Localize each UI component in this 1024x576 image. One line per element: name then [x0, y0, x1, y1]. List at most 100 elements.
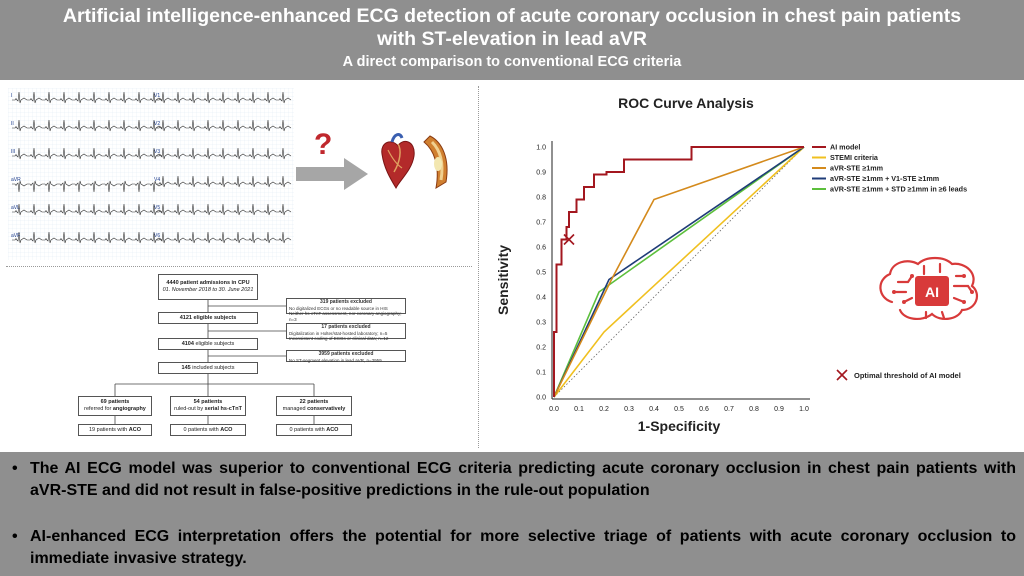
ecg-trace-right — [156, 203, 292, 216]
x-tick-label: 0.4 — [649, 406, 659, 413]
x-tick-label: 0.5 — [674, 406, 684, 413]
flow-branch-conservative: 22 patients managed conservatively — [276, 396, 352, 416]
y-tick-label: 0.1 — [536, 370, 546, 377]
conclusion-text-2: AI-enhanced ECG interpretation offers th… — [30, 528, 1016, 567]
flow-branch-hs-ctnt: 54 patients ruled-out by serial hs-cTnT — [170, 396, 246, 416]
result2-num: 0 patients with — [289, 426, 325, 433]
conclusion-bullet-1: • The AI ECG model was superior to conve… — [12, 458, 1016, 502]
ecg-trace-left — [12, 231, 163, 244]
ecg-trace-left — [12, 91, 163, 104]
excl1-line2: Neither hs-cTnT assessment, nor coronary… — [289, 311, 402, 322]
flow-box-eligible-2: 4104 eligible subjects — [158, 338, 258, 350]
roc-series-line-2 — [553, 146, 805, 398]
ecg-lead-label: V3 — [154, 149, 160, 155]
flow-box-admissions: 4440 patient admissions in CPU 01. Novem… — [158, 274, 258, 300]
ecg-trace-left — [12, 203, 163, 216]
y-axis-label: Sensitivity — [495, 245, 511, 315]
flow-result-angiography: 19 patients with ACO — [78, 424, 152, 436]
ecg-lead-label: aVR — [11, 177, 21, 183]
ecg-trace-right — [156, 175, 292, 188]
roc-series-line-3 — [553, 146, 805, 398]
y-tick-label: 0.4 — [536, 295, 546, 302]
vertical-divider — [478, 86, 479, 448]
x-tick-label: 0.6 — [699, 406, 709, 413]
ecg-trace-left — [12, 180, 163, 193]
branch1-emph: serial hs-cTnT — [204, 406, 242, 412]
ecg-lead-label: V1 — [154, 93, 160, 99]
branch1-line1: 54 patients — [193, 399, 223, 405]
x-tick-label: 0.8 — [749, 406, 759, 413]
ecg-trace-left — [12, 119, 163, 132]
title-line-2: with ST-elevation in lead aVR — [377, 28, 647, 50]
branch1-line2: ruled-out by — [174, 406, 204, 412]
chart-title: ROC Curve Analysis — [618, 95, 754, 111]
x-tick-label: 0.3 — [624, 406, 634, 413]
excl1-line1: No digitalized ECGs or no readable sourc… — [289, 305, 388, 311]
flow-exclusion-1: 319 patients excluded No digitalized ECG… — [286, 298, 406, 322]
elig2-label: eligible subjects — [195, 340, 235, 347]
excl3-line1: No ST-segment elevation in lead aVR, n=3… — [289, 357, 382, 363]
elig1-num: 4121 — [179, 314, 192, 321]
x-tick-label: 1.0 — [799, 406, 809, 413]
elig1-label: eligible subjects — [193, 314, 237, 321]
title-line-1: Artificial intelligence-enhanced ECG det… — [62, 5, 962, 27]
bullet-dot-2: • — [12, 528, 18, 545]
branch0-line2: referred for — [84, 406, 112, 412]
ecg-trace-left — [12, 147, 163, 160]
ecg-trace-right — [156, 91, 292, 104]
y-tick-label: 0.6 — [536, 245, 546, 252]
y-tick-label: 0.3 — [536, 320, 546, 327]
ecg-lead-label: V6 — [154, 233, 160, 239]
ecg-lead-label: I — [11, 93, 12, 99]
ecg-trace-right — [156, 119, 292, 132]
ecg-trace-right — [156, 231, 292, 244]
flowchart-connectors — [114, 300, 315, 424]
y-tick-label: 0.7 — [536, 220, 546, 227]
conclusion-bullet-2: • AI-enhanced ECG interpretation offers … — [12, 526, 1016, 570]
heart-artery-icon — [381, 133, 448, 190]
ecg-lead-label: III — [11, 149, 15, 155]
y-tick-label: 0.9 — [536, 170, 546, 177]
flow-admissions-title: 4440 patient admissions in CPU — [166, 280, 250, 286]
patient-flowchart: 4440 patient admissions in CPU 01. Novem… — [78, 274, 423, 438]
x-tick-label: 0.9 — [774, 406, 784, 413]
ecg-lead-label: V2 — [154, 121, 160, 127]
ai-logo-text: AI — [925, 284, 939, 300]
roc-series-line-1 — [553, 146, 804, 397]
conclusion-banner — [0, 452, 1024, 576]
x-tick-label: 0.2 — [599, 406, 609, 413]
x-tick-label: 0.0 — [549, 406, 559, 413]
roc-series-line-5 — [553, 146, 805, 398]
ecg-trace-right — [156, 147, 292, 160]
branch2-line2: managed — [282, 406, 306, 412]
threshold-legend-icon — [836, 369, 848, 381]
excl2-title: 17 patients excluded — [321, 324, 371, 330]
legend-label: AI model — [830, 143, 860, 152]
branch0-emph: angiography — [112, 406, 146, 412]
excl2-line2: Inconsistent coding of ECGs or clinical … — [289, 336, 389, 341]
ecg-lead-label: V5 — [154, 205, 160, 211]
flow-branch-angiography: 69 patients referred for angiography — [78, 396, 152, 416]
elig2-num: 4104 — [181, 340, 194, 347]
header-banner: Artificial intelligence-enhanced ECG det… — [0, 0, 1024, 80]
roc-chart: ROC Curve Analysis Sensitivity 1-Specifi… — [495, 95, 967, 434]
x-tick-label: 0.7 — [724, 406, 734, 413]
incl-num: 145 — [181, 364, 191, 371]
flow-box-included: 145 included subjects — [158, 362, 258, 374]
excl1-title: 319 patients excluded — [320, 299, 372, 305]
x-axis-label: 1-Specificity — [638, 418, 721, 434]
y-tick-label: 0.0 — [536, 395, 546, 402]
subtitle: A direct comparison to conventional ECG … — [342, 54, 682, 70]
legend-label: STEMI criteria — [830, 153, 879, 162]
ai-brain-icon: AI — [879, 256, 979, 320]
excl2-line1: Digitalization in Holter/stat-hosted lab… — [289, 330, 388, 336]
x-tick-label: 0.1 — [574, 406, 584, 413]
horizontal-divider — [6, 266, 472, 267]
ecg-lead-label: aVL — [11, 205, 20, 211]
ecg-lead-label: V4 — [154, 177, 160, 183]
flow-exclusion-2: 17 patients excluded Digitalization in H… — [286, 323, 406, 341]
ecg-lead-label: aVF — [11, 233, 20, 239]
y-tick-label: 0.5 — [536, 270, 546, 277]
flow-result-conservative: 0 patients with ACO — [276, 424, 352, 436]
